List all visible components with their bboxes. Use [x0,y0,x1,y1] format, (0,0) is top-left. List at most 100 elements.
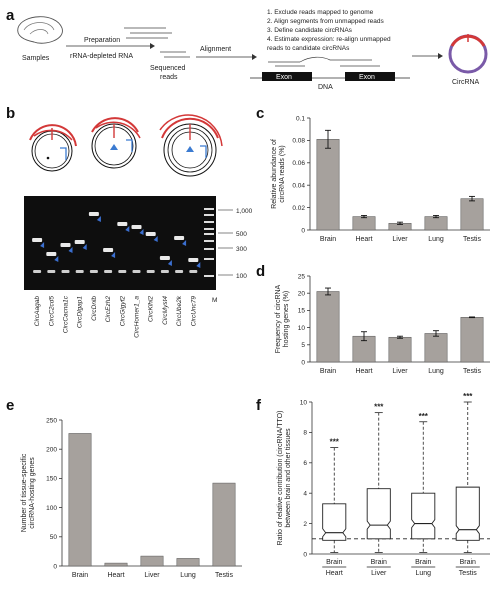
gel-lane-label: CircMyst4 [162,296,169,325]
y-tick-label: 0.02 [292,205,305,212]
band-arrow-icon [54,256,59,262]
gel-lane-labels: CircAagab CircC2cd5 CircCacna1c CircDlgap1 C… [34,295,217,338]
y-tick-label: 4 [303,491,307,498]
bar [212,482,236,567]
x-tick-label-top: Brain [415,559,431,566]
circrna-icon [448,34,488,74]
y-tick-label: 10 [300,399,308,406]
ladder-band [204,221,214,223]
x-tick-label: Testis [215,572,233,579]
x-tick-label-top: Brain [326,559,342,566]
step-4: 4. Estimate expression: re-align unmappe… [267,36,391,43]
panel-d-letter: d [256,263,265,280]
marker-100: 100 [236,273,247,280]
backsplice-reads [268,56,380,67]
x-tick-label: Testis [463,236,481,243]
y-tick-label: 100 [46,505,57,512]
gel-primer-band [175,270,184,273]
band-arrow-icon [68,247,73,253]
significance-marker: *** [330,438,340,447]
y-axis-label: Frequency of circRNA [275,284,282,353]
gel-primer-band [132,270,141,273]
rrna-label: rRNA-depleted RNA [70,53,133,60]
bar [460,317,484,363]
gel-primer-band [89,270,98,273]
x-tick-label: Lung [428,368,444,375]
y-tick-label: 8 [303,430,307,437]
gel-primer-band [61,270,70,273]
y-tick-label: 10 [298,325,306,332]
bar [104,562,128,567]
samples-label: Samples [22,55,50,62]
y-tick-label: 0 [303,551,307,558]
x-tick-label: Brain [72,572,88,579]
gel-lane-label: CircUnc79 [190,296,197,327]
y-tick-label: 15 [298,308,306,315]
x-tick-label-bottom: Lung [415,570,431,577]
y-tick-label: 200 [46,447,57,454]
bar [352,216,376,231]
band-arrow-icon [153,236,158,242]
arrow-preparation-head [150,43,155,49]
y-tick-label: 250 [46,417,57,424]
y-axis-label: Relative abundance of [271,139,278,209]
significance-marker: *** [419,412,429,421]
ladder-band [204,214,214,216]
y-tick-label: 5 [301,342,305,349]
ladder-band [204,248,214,250]
x-tick-label: Heart [107,572,124,579]
band-arrow-icon [40,242,45,248]
sequenced-label-2: reads [160,74,178,81]
band-arrow-icon [167,260,172,266]
gel-band [188,258,199,262]
exon-2-label: Exon [359,74,375,81]
band-arrow-icon [96,216,101,222]
band-arrow-icon [196,262,201,268]
gel-lane-label: CircEzh2 [105,296,112,323]
step-4-cont: reads to candidate circRNAs [267,45,350,52]
marker-1000: 1,000 [236,208,253,215]
significance-marker: *** [374,403,384,412]
x-tick-label-top: Brain [371,559,387,566]
panel-c-letter: c [256,105,264,122]
gel-band [145,232,156,236]
gel-lane-label: CircAagab [34,296,41,327]
gel-band [117,222,128,226]
y-tick-label: 0 [53,563,57,570]
y-tick-label: 2 [303,521,307,528]
gel-primer-band [146,270,155,273]
x-tick-label: Lung [180,572,196,579]
significance-marker: *** [463,392,473,401]
gel-lane-label: CircHomer1_a [134,296,141,338]
circle-diagram-2 [91,117,141,169]
bar [424,333,448,363]
gel-marker-lane-label: M [212,297,217,304]
x-tick-label: Lung [428,236,444,243]
gel-band [60,243,71,247]
arrow-alignment-head [252,54,257,60]
y-tick-label: 50 [50,534,58,541]
y-tick-label: 0 [301,227,305,234]
gel-band [159,256,170,260]
y-axis-label: between brain and other tissues [285,428,292,528]
x-tick-label-top: Brain [460,559,476,566]
preparation-label: Preparation [84,37,120,44]
hosting-frequency-chart: 0 5 10 15 20 25 Frequency of circRNA hosting ge… [275,273,490,375]
circle-diagram-3 [159,114,223,177]
gel-primer-band [189,270,198,273]
gel-lane-label: CircUbe2k [176,295,183,326]
x-tick-label: Liver [392,236,408,243]
gel-band [131,225,142,229]
step-1: 1. Exclude reads mapped to genome [267,9,374,16]
bar [460,198,484,231]
bar [68,433,92,567]
ladder-band [204,275,214,277]
y-axis-label: circRNA-hosting genes [29,457,36,529]
y-tick-label: 0 [301,359,305,366]
y-tick-label: 25 [298,273,306,280]
ladder-band [204,208,214,210]
gel-markers: 1,000 500 300 100 [218,208,253,280]
ladder-band [204,228,214,230]
step-2: 2. Align segments from unmapped reads [267,18,384,25]
